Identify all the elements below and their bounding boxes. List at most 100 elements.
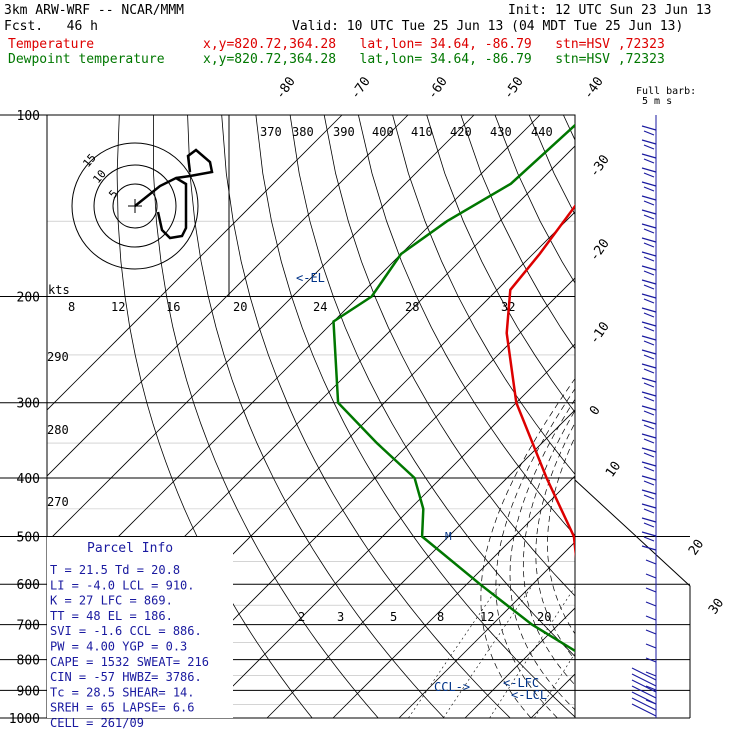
wind-barb — [641, 321, 657, 327]
mixing-low-label-8: 8 — [437, 610, 444, 624]
pressure-label-300: 300 — [17, 397, 40, 412]
isotherm-label--20: -20 — [587, 236, 613, 264]
wind-barb — [643, 508, 655, 514]
isotherm-label--70: -70 — [348, 74, 374, 102]
pressure-label-100: 100 — [17, 109, 40, 124]
wind-barb — [643, 158, 655, 164]
dry-adiabat — [734, 115, 740, 731]
isotherm — [47, 115, 343, 411]
moist-adiabat — [495, 388, 575, 718]
isotherm — [47, 115, 541, 609]
mixing-low-label-5: 5 — [390, 610, 397, 624]
pressure-label-700: 700 — [17, 619, 40, 634]
dry-adiabat — [598, 115, 740, 731]
wind-barb — [641, 391, 657, 397]
hodo-units-label: kts — [48, 283, 70, 297]
wind-barb — [641, 167, 657, 173]
theta-label-380: 380 — [292, 125, 314, 139]
theta-label-370: 370 — [260, 125, 282, 139]
isotherm-label--10: -10 — [587, 319, 613, 347]
parcel-box — [47, 537, 233, 718]
wind-barb — [641, 489, 657, 495]
isotherm — [332, 475, 575, 718]
isotherm — [663, 115, 740, 718]
low-barb — [631, 673, 657, 687]
wind-barb — [641, 139, 657, 145]
hodo-ring-15 — [71, 142, 199, 270]
isotherm — [200, 343, 575, 718]
isotherm-label-20: 20 — [686, 537, 707, 558]
wind-barb — [641, 279, 657, 285]
temperature-legend: Temperature — [8, 37, 95, 52]
isotherm-label--40: -40 — [581, 74, 607, 102]
wind-barb — [643, 522, 655, 528]
theta-side-label-270: 270 — [47, 495, 69, 509]
theta-label-440: 440 — [531, 125, 553, 139]
dry-adiabat — [255, 115, 575, 718]
isotherm — [47, 115, 409, 477]
moist-adiabat — [509, 398, 575, 711]
wind-barb — [643, 228, 655, 234]
pressure-label-200: 200 — [17, 291, 40, 306]
mixing-low-label-12: 12 — [480, 610, 494, 624]
mixing-top-label-16: 16 — [166, 300, 180, 314]
theta-label-410: 410 — [411, 125, 433, 139]
wind-barb — [643, 326, 655, 332]
wind-barb — [643, 494, 655, 500]
wind-barb — [643, 452, 655, 458]
dry-adiabat — [426, 115, 575, 413]
wind-barb — [643, 424, 655, 430]
wind-barb — [641, 251, 657, 257]
low-barb — [631, 685, 657, 699]
lfc-marker: <-LFC — [503, 676, 539, 690]
temperature-location: x,y=820.72,364.28 lat,lon= 34.64, -86.79… — [203, 37, 665, 52]
wind-barb — [645, 601, 657, 607]
barb-legend-title: Full barb: — [636, 86, 696, 97]
isotherm — [530, 673, 575, 718]
wind-barb — [643, 256, 655, 262]
isotherm — [47, 115, 475, 543]
dewpoint-location: x,y=820.72,364.28 lat,lon= 34.64, -86.79… — [203, 52, 665, 67]
dry-adiabat — [528, 115, 575, 216]
mixing-low-label-20: 20 — [537, 610, 551, 624]
parcel-row-3: TT = 48 EL = 186. — [50, 609, 173, 623]
isotherm — [134, 277, 575, 718]
mixing-low-label-2: 2 — [298, 610, 305, 624]
parcel-row-2: K = 27 LFC = 869. — [50, 594, 173, 608]
wind-barb — [643, 396, 655, 402]
dry-adiabat — [323, 115, 575, 597]
wind-barb — [643, 130, 655, 136]
wind-barb — [641, 237, 657, 243]
wind-barb — [643, 242, 655, 248]
theta-label-430: 430 — [490, 125, 512, 139]
valid-time: Valid: 10 UTC Tue 25 Jun 13 (04 MDT Tue … — [292, 19, 684, 34]
wind-barb — [643, 410, 655, 416]
wind-barb — [643, 270, 655, 276]
moist-adiabat — [535, 422, 575, 661]
wind-barb — [643, 186, 655, 192]
pressure-label-400: 400 — [17, 472, 40, 487]
wind-barb — [645, 657, 657, 663]
low-barb — [631, 679, 657, 693]
wind-barb — [643, 480, 655, 486]
mixing-top-label-12: 12 — [111, 300, 125, 314]
wind-barb — [641, 195, 657, 201]
parcel-row-6: CAPE = 1532 SWEAT= 216 — [50, 655, 209, 669]
dry-adiabat — [494, 115, 575, 284]
wind-barb — [643, 354, 655, 360]
wind-barb — [645, 629, 657, 635]
mixing-top-label-8: 8 — [68, 300, 75, 314]
isotherm — [266, 409, 575, 718]
wind-barb — [641, 349, 657, 355]
wind-barb — [643, 200, 655, 206]
wind-barb — [641, 461, 657, 467]
low-barb — [631, 667, 657, 681]
dry-adiabat — [187, 115, 445, 718]
pressure-label-500: 500 — [17, 530, 40, 545]
dewpoint-legend: Dewpoint temperature — [8, 52, 165, 67]
wind-barb — [643, 438, 655, 444]
moist-adiabat — [522, 409, 575, 686]
isotherm — [464, 607, 575, 718]
mixing-ratio-line — [408, 584, 501, 718]
parcel-row-7: CIN = -57 HWBZ= 3786. — [50, 670, 202, 684]
